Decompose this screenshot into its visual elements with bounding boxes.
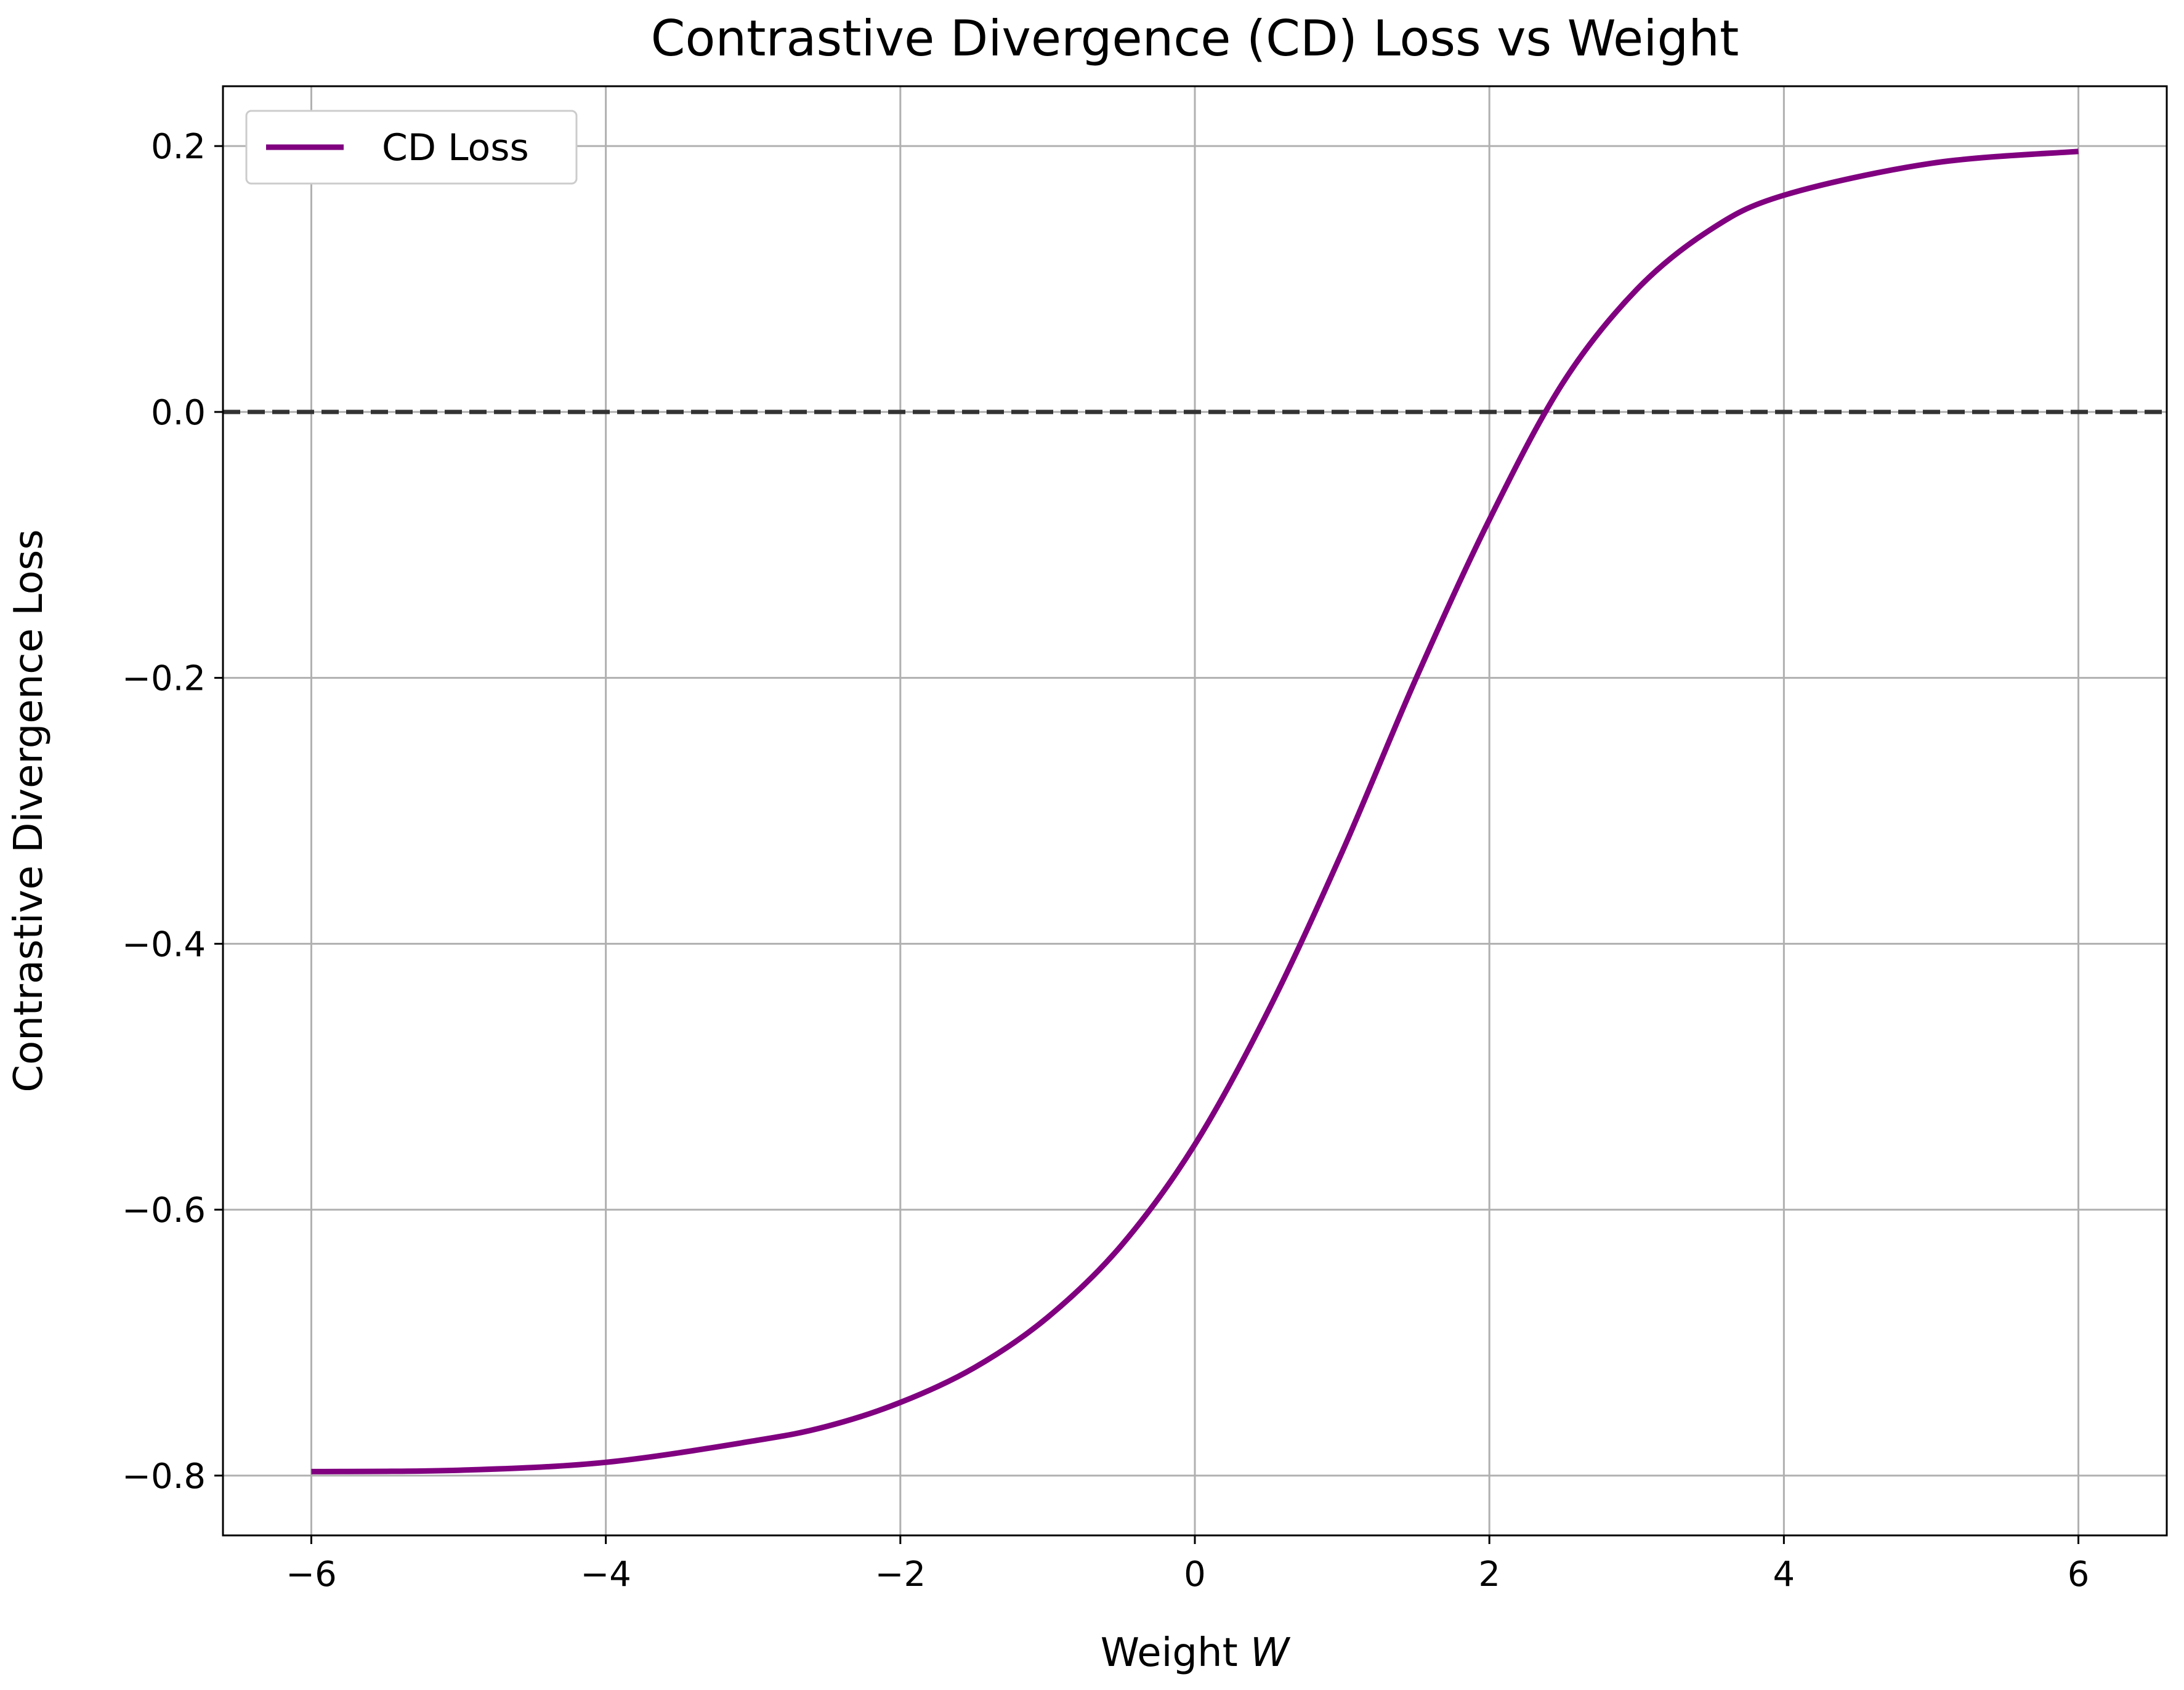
axis-ticks: −6 −4 −2 0 2 4 6 −0.8 −0.6 −0.4 −0.2 0.0 0.2 — [122, 127, 2089, 1595]
y-tick-label: −0.8 — [122, 1457, 206, 1497]
legend-label-cd-loss: CD Loss — [382, 126, 529, 169]
x-tick-label: −6 — [286, 1555, 337, 1595]
series-layer — [311, 148, 2079, 1474]
y-tick-label: 0.0 — [151, 393, 206, 433]
series-line-cd-loss — [311, 148, 2079, 1474]
y-tick-label: −0.6 — [122, 1191, 206, 1231]
x-tick-label: 4 — [1773, 1555, 1795, 1595]
legend-box — [245, 110, 578, 185]
chart-title: Contrastive Divergence (CD) Loss vs Weig… — [651, 10, 1739, 67]
x-tick-label: 0 — [1184, 1555, 1206, 1595]
y-tick-label: −0.4 — [122, 924, 206, 964]
y-axis-label: Contrastive Divergence Loss — [6, 529, 52, 1092]
x-tick-label: 2 — [1478, 1555, 1500, 1595]
x-axis-label-text: Weight — [1101, 1630, 1250, 1676]
x-axis-label: Weight W — [1101, 1630, 1291, 1676]
x-tick-label: −4 — [580, 1555, 631, 1595]
y-tick-label: −0.2 — [122, 659, 206, 699]
y-tick-label: 0.2 — [151, 127, 206, 167]
x-tick-label: −2 — [875, 1555, 926, 1595]
x-axis-label-symbol: W — [1250, 1630, 1291, 1676]
legend: CD Loss — [245, 110, 578, 185]
x-tick-label: 6 — [2068, 1555, 2090, 1595]
